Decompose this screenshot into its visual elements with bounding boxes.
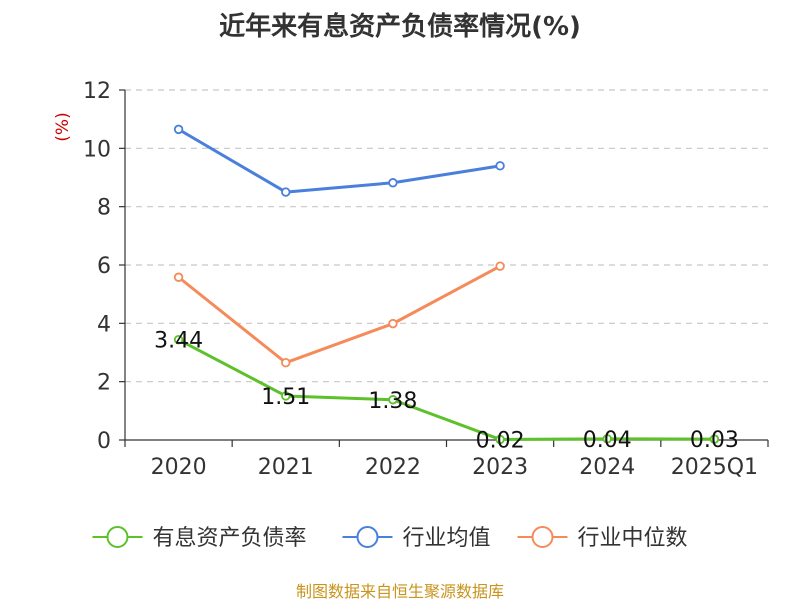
- chart-title: 近年来有息资产负债率情况(%): [219, 12, 581, 42]
- data-label: 1.38: [368, 389, 417, 414]
- data-point: [173, 272, 184, 282]
- data-label: 3.44: [154, 329, 203, 354]
- series-行业中位数: [173, 261, 505, 368]
- data-label: 1.51: [261, 385, 310, 410]
- legend-label: 行业中位数: [578, 526, 688, 551]
- series-行业均值: [173, 124, 505, 197]
- data-point: [388, 318, 398, 329]
- data-point: [281, 187, 291, 197]
- x-tick-label: 2021: [258, 455, 314, 480]
- y-axis-label: (%): [53, 112, 73, 141]
- legend-marker: [106, 526, 129, 548]
- data-label: 0.04: [583, 428, 632, 453]
- data-point: [495, 261, 505, 271]
- y-tick-label: 4: [97, 312, 111, 337]
- y-tick-label: 0: [97, 429, 111, 454]
- data-point: [388, 395, 398, 405]
- data-point: [173, 124, 184, 135]
- y-tick-label: 10: [83, 137, 111, 162]
- axes: 0 2 4 6 8 10 12 2020 2021 2022 2023 2024 2025Q1: [83, 79, 769, 480]
- legend-item[interactable]: 行业中位数: [517, 526, 688, 551]
- series-line: [177, 338, 715, 441]
- legend-marker: [531, 526, 554, 548]
- legend-item[interactable]: 行业均值: [342, 526, 491, 551]
- legend-item[interactable]: 有息资产负债率: [92, 526, 307, 551]
- legend[interactable]: 有息资产负债率 行业均值 行业中位数: [92, 526, 688, 551]
- series-line: [177, 264, 501, 365]
- data-label: 0.03: [690, 428, 739, 453]
- data-point: [495, 434, 505, 445]
- series: [173, 124, 720, 445]
- legend-label: 有息资产负债率: [153, 526, 307, 551]
- data-point: [281, 391, 291, 401]
- x-tick-label: 2022: [365, 455, 421, 480]
- legend-label: 行业均值: [403, 526, 491, 551]
- x-tick-label: 2023: [472, 455, 528, 480]
- data-point: [281, 358, 291, 368]
- data-point: [709, 434, 720, 444]
- data-point: [173, 334, 184, 345]
- x-tick-label: 2020: [151, 455, 207, 480]
- data-point: [388, 178, 398, 188]
- grid-lines: [125, 89, 768, 383]
- legend-marker: [356, 526, 379, 548]
- source-note: 制图数据来自恒生聚源数据库: [295, 582, 504, 601]
- x-tick-label: 2024: [579, 455, 635, 480]
- data-labels: 3.44 1.51 1.38 0.02 0.04 0.03: [154, 329, 739, 454]
- series-line: [177, 128, 501, 194]
- series-有息资产负债率: [173, 334, 720, 445]
- data-label: 0.02: [476, 428, 525, 453]
- x-tick-label: 2025Q1: [671, 455, 758, 480]
- y-tick-label: 8: [97, 196, 111, 221]
- data-point: [495, 161, 505, 171]
- y-tick-label: 6: [97, 254, 111, 279]
- y-tick-label: 12: [83, 79, 111, 104]
- data-point: [602, 434, 612, 444]
- y-tick-label: 2: [97, 371, 111, 396]
